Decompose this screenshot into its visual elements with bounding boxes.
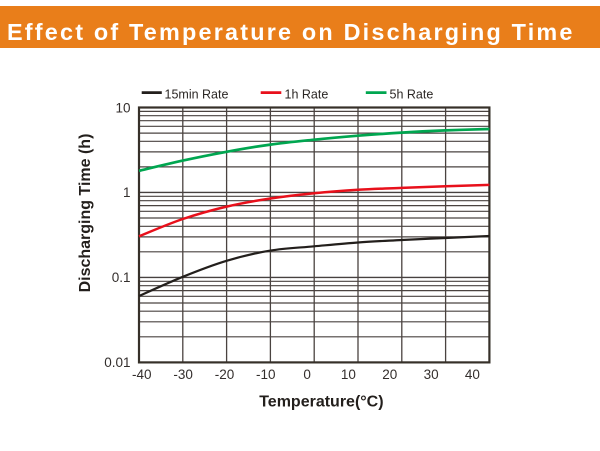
svg-text:0.01: 0.01 xyxy=(104,355,130,370)
svg-text:5h Rate: 5h Rate xyxy=(390,88,434,102)
svg-text:Temperature(°C): Temperature(°C) xyxy=(259,394,383,411)
svg-text:30: 30 xyxy=(424,367,439,382)
svg-text:10: 10 xyxy=(341,367,356,382)
svg-text:10: 10 xyxy=(115,100,130,115)
svg-text:1h Rate: 1h Rate xyxy=(285,88,329,102)
svg-text:-10: -10 xyxy=(256,367,276,382)
svg-text:40: 40 xyxy=(465,367,480,382)
svg-text:-30: -30 xyxy=(173,367,193,382)
svg-text:-20: -20 xyxy=(215,367,235,382)
svg-text:0.1: 0.1 xyxy=(112,270,131,285)
svg-text:15min Rate: 15min Rate xyxy=(165,88,229,102)
svg-text:Discharging Time (h): Discharging Time (h) xyxy=(77,134,94,293)
svg-text:20: 20 xyxy=(382,367,397,382)
svg-text:-40: -40 xyxy=(132,367,152,382)
svg-text:0: 0 xyxy=(303,367,311,382)
svg-text:1: 1 xyxy=(123,185,131,200)
